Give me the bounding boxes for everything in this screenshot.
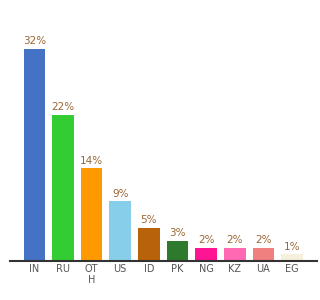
Bar: [167, 241, 188, 261]
Bar: [24, 49, 45, 261]
Text: 14%: 14%: [80, 155, 103, 166]
Text: 2%: 2%: [227, 235, 243, 245]
Bar: [109, 201, 131, 261]
Text: 3%: 3%: [169, 229, 186, 238]
Text: 2%: 2%: [255, 235, 272, 245]
Text: 2%: 2%: [198, 235, 214, 245]
Text: 32%: 32%: [23, 36, 46, 46]
Text: 1%: 1%: [284, 242, 300, 252]
Bar: [52, 115, 74, 261]
Bar: [281, 254, 303, 261]
Text: 5%: 5%: [140, 215, 157, 225]
Bar: [196, 248, 217, 261]
Text: 22%: 22%: [52, 103, 75, 112]
Bar: [81, 168, 102, 261]
Text: 9%: 9%: [112, 189, 129, 199]
Bar: [224, 248, 245, 261]
Bar: [253, 248, 274, 261]
Bar: [138, 228, 160, 261]
